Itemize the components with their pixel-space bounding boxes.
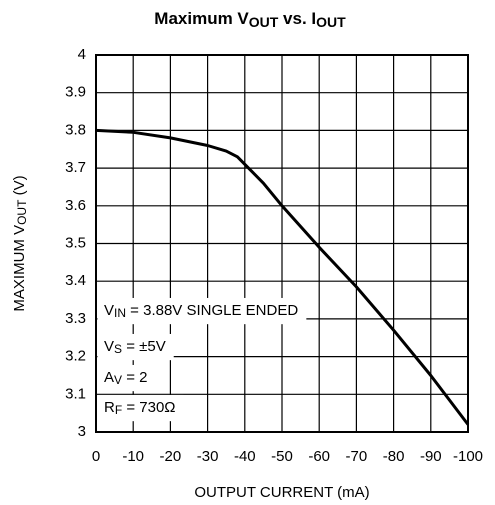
- y-tick-label: 3.5: [65, 234, 86, 251]
- annotation-part: R: [104, 399, 115, 416]
- x-tick-label: -50: [271, 448, 293, 465]
- chart-title-part: OUT: [316, 14, 346, 30]
- y-axis-label-part: MAXIMUM V: [11, 225, 28, 312]
- x-tick-label: -20: [160, 448, 182, 465]
- x-axis-label-part: OUTPUT CURRENT (mA): [194, 484, 369, 501]
- annotation-part: S: [114, 342, 122, 356]
- annotation-part: = 2: [122, 369, 147, 386]
- x-axis-label: OUTPUT CURRENT (mA): [194, 484, 369, 501]
- annotation-part: V: [104, 338, 114, 355]
- annotation-part: IN: [114, 306, 126, 320]
- annotation-part: = 730Ω: [122, 399, 175, 416]
- y-tick-label: 3.4: [65, 272, 86, 289]
- x-tick-label: -90: [420, 448, 442, 465]
- annotation-bg: [97, 333, 174, 361]
- y-tick-label: 3.1: [65, 385, 86, 402]
- y-tick-label: 3.9: [65, 84, 86, 101]
- annotation-part: V: [104, 302, 114, 319]
- annotation-part: = ±5V: [122, 338, 166, 355]
- y-tick-label: 3.2: [65, 348, 86, 365]
- annotation-bg: [97, 394, 184, 422]
- chart-title-part: vs. I: [278, 9, 316, 28]
- y-tick-label: 3.3: [65, 310, 86, 327]
- annotation-bg: [97, 364, 156, 392]
- annotation-part: A: [104, 369, 114, 386]
- chart-title-part: Maximum V: [154, 9, 249, 28]
- y-tick-label: 3: [78, 423, 86, 440]
- chart-title: Maximum VOUT vs. IOUT: [154, 9, 346, 30]
- annotation: VS = ±5V: [104, 338, 166, 356]
- x-tick-label: -30: [197, 448, 219, 465]
- annotation-part: F: [115, 403, 122, 417]
- chart-title-part: OUT: [249, 14, 279, 30]
- y-axis-label-part: (V): [11, 175, 28, 199]
- plot-frame: [95, 54, 469, 433]
- annotation: AV = 2: [104, 369, 147, 387]
- data-line: [95, 128, 470, 426]
- x-tick-label: -10: [122, 448, 144, 465]
- y-tick-label: 4: [78, 46, 86, 63]
- x-tick-label: -60: [308, 448, 330, 465]
- x-tick-label: -70: [346, 448, 368, 465]
- annotation-part: = 3.88V SINGLE ENDED: [126, 302, 298, 319]
- x-tick-label: -100: [453, 448, 483, 465]
- x-tick-label: 0: [92, 448, 100, 465]
- y-tick-label: 3.7: [65, 159, 86, 176]
- x-tick-label: -40: [234, 448, 256, 465]
- annotation: RF = 730Ω: [104, 399, 176, 417]
- y-tick-label: 3.8: [65, 121, 86, 138]
- annotation-part: V: [114, 373, 122, 387]
- y-axis-label: MAXIMUM VOUT (V): [11, 175, 29, 311]
- y-tick-label: 3.6: [65, 197, 86, 214]
- annotation-bg: [97, 297, 307, 325]
- y-axis-label-part: OUT: [15, 199, 29, 225]
- annotation: VIN = 3.88V SINGLE ENDED: [104, 302, 298, 320]
- x-tick-label: -80: [383, 448, 405, 465]
